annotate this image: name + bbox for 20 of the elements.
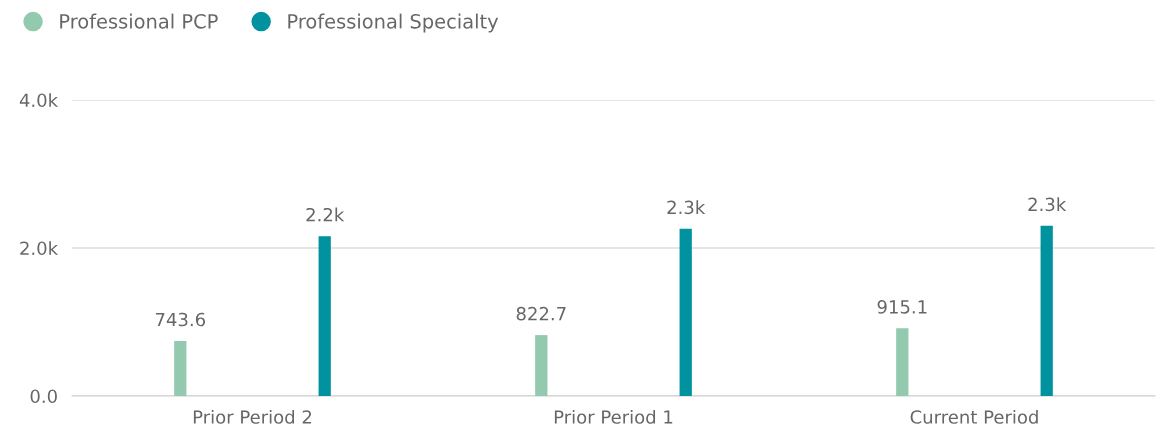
data-label: 2.2k (306, 207, 345, 222)
y-tick-label: 0.0 (30, 389, 57, 404)
data-label: 2.3k (667, 200, 706, 215)
data-label: 915.1 (877, 300, 927, 314)
bar (896, 328, 909, 396)
data-label: 743.6 (155, 312, 206, 327)
bar (535, 335, 548, 396)
y-tick-label: 4.0k (19, 93, 59, 108)
x-tick-label: Prior Period 1 (554, 409, 673, 424)
x-tick-label: Current Period (910, 409, 1038, 424)
bar (679, 228, 692, 396)
bar (174, 340, 187, 396)
legend-label: Professional Specialty (288, 13, 499, 33)
legend-label: Professional PCP (60, 13, 218, 29)
bar (318, 236, 331, 396)
data-label: 2.3k (1028, 197, 1067, 212)
data-label: 822.7 (516, 306, 566, 321)
y-tick-label: 2.0k (20, 241, 59, 256)
x-tick-label: Prior Period 2 (193, 409, 312, 424)
bar (1040, 225, 1053, 396)
